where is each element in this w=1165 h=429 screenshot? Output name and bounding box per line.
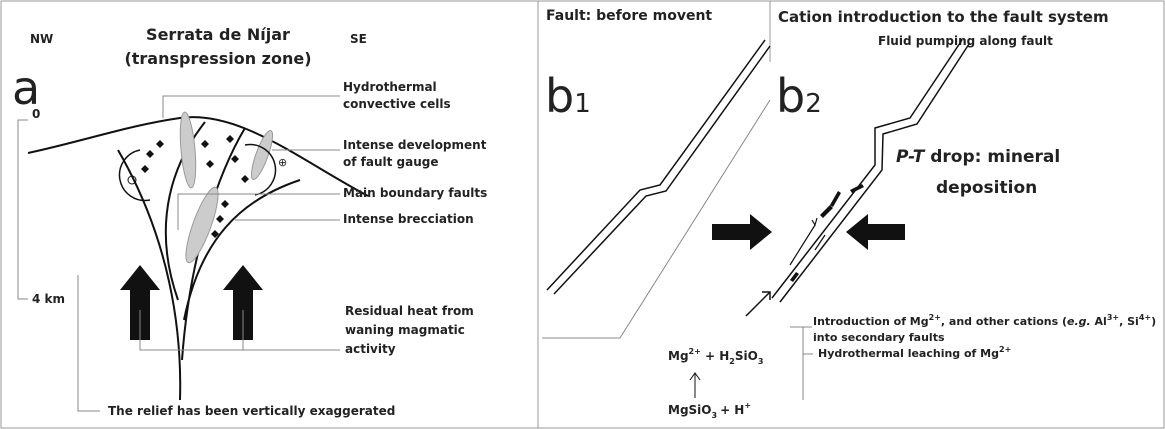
- label: 2+: [929, 313, 941, 322]
- label: Fault: before movent: [546, 8, 712, 24]
- label: MgSiO: [668, 403, 712, 417]
- label: + H: [701, 349, 729, 363]
- label: Mg2+ + H2SiO3: [668, 347, 763, 366]
- label: Hydrothermal leaching of Mg: [818, 347, 999, 360]
- label: Hydrothermal leaching of Mg2+: [818, 345, 1011, 360]
- label: Introduction of Mg: [813, 315, 929, 328]
- label: + H: [720, 403, 744, 417]
- leader-line: [77, 95, 340, 412]
- shape: [250, 129, 274, 181]
- label: 0: [32, 107, 40, 121]
- label: b2: [776, 69, 822, 123]
- label: +: [744, 401, 751, 410]
- label: ): [1151, 315, 1156, 328]
- label: NW: [30, 32, 53, 46]
- label: activity: [345, 342, 396, 356]
- leader-line: [790, 326, 813, 400]
- shape: [712, 214, 905, 250]
- label: Main boundary faults: [343, 186, 487, 200]
- label: Mg: [668, 349, 689, 363]
- shape: [185, 186, 219, 264]
- label: Intense brecciation: [343, 212, 474, 226]
- shape: [745, 291, 771, 317]
- label: , and other cations (: [941, 315, 1067, 328]
- shape: [118, 143, 277, 202]
- label: waning magmatic: [345, 323, 465, 337]
- label: 2+: [999, 345, 1011, 354]
- label: 4 km: [32, 292, 65, 306]
- label: SiO: [735, 349, 758, 363]
- label: Cation introduction to the fault system: [778, 8, 1109, 26]
- label: Serrata de Níjar: [146, 25, 290, 44]
- label: b1: [545, 69, 591, 123]
- label: 1: [574, 89, 591, 119]
- label: deposition: [936, 178, 1037, 198]
- shape: [789, 217, 826, 266]
- label: 3: [712, 411, 718, 420]
- label: ⊕: [278, 156, 287, 169]
- label: 3+: [1107, 313, 1119, 322]
- leader-line: [17, 119, 28, 300]
- label: b: [776, 69, 805, 123]
- label: a: [12, 61, 40, 115]
- label: b: [545, 69, 574, 123]
- label: The relief has been vertically exaggerat…: [108, 404, 395, 418]
- label: Al: [1091, 315, 1107, 328]
- label: 3: [758, 357, 764, 366]
- label: 2: [729, 357, 735, 366]
- panel-b1: Fault: before movent b1: [542, 8, 771, 339]
- shape: [546, 39, 771, 295]
- shape: [179, 111, 274, 264]
- label: P-T: [896, 147, 926, 167]
- label: 2: [805, 89, 822, 119]
- label: of fault gauge: [343, 155, 439, 169]
- shape: [689, 372, 701, 398]
- label: Intense development: [343, 138, 487, 152]
- leader-line: [542, 99, 771, 339]
- shape: [120, 265, 263, 340]
- shape: [27, 116, 369, 197]
- label: Fluid pumping along fault: [878, 34, 1053, 48]
- label: into secondary faults: [813, 331, 945, 344]
- shape: [179, 111, 197, 189]
- label: (transpression zone): [124, 49, 311, 68]
- shape: [771, 39, 970, 303]
- label: Introduction of Mg2+, and other cations …: [813, 313, 1156, 328]
- label: 2+: [689, 347, 701, 356]
- shape: [127, 175, 137, 185]
- label: Residual heat from: [345, 304, 474, 318]
- label: , Si: [1119, 315, 1139, 328]
- label: MgSiO3 + H+: [668, 401, 751, 420]
- panel-a: NW SE Serrata de Níjar (transpression zo…: [12, 25, 487, 418]
- label: SE: [350, 32, 367, 46]
- label: e.g.: [1067, 315, 1091, 328]
- label: Hydrothermal: [343, 80, 437, 94]
- label: convective cells: [343, 97, 451, 111]
- label: drop: mineral: [924, 147, 1060, 167]
- label: 4+: [1139, 313, 1151, 322]
- label: P-T drop: mineral: [896, 147, 1060, 167]
- panel-b2: Cation introduction to the fault system …: [668, 8, 1156, 420]
